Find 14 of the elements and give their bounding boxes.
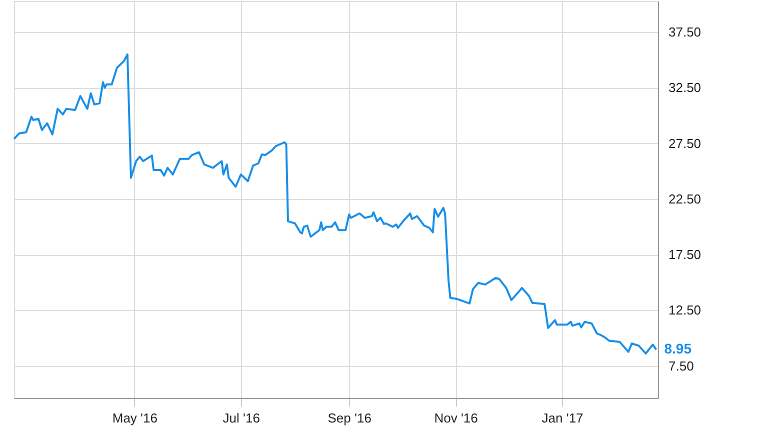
y-tick-label: 7.50 (668, 358, 694, 374)
x-tick-label: Nov '16 (434, 410, 478, 426)
y-tick-label: 37.50 (668, 24, 702, 40)
y-tick-label: 32.50 (668, 80, 702, 96)
y-tick-label: 17.50 (668, 247, 702, 262)
x-tick-label: Jul '16 (222, 410, 260, 426)
annotation: 8.95 (664, 340, 692, 357)
line-series (13, 53, 658, 355)
y-tick-label: 12.50 (668, 302, 702, 318)
x-tick-label: Jan '17 (542, 410, 584, 426)
x-tick-label: Sep '16 (328, 410, 372, 426)
y-tick-label: 22.50 (668, 191, 702, 206)
y-tick-label: 27.50 (668, 136, 702, 151)
x-tick-label: May '16 (112, 410, 158, 426)
